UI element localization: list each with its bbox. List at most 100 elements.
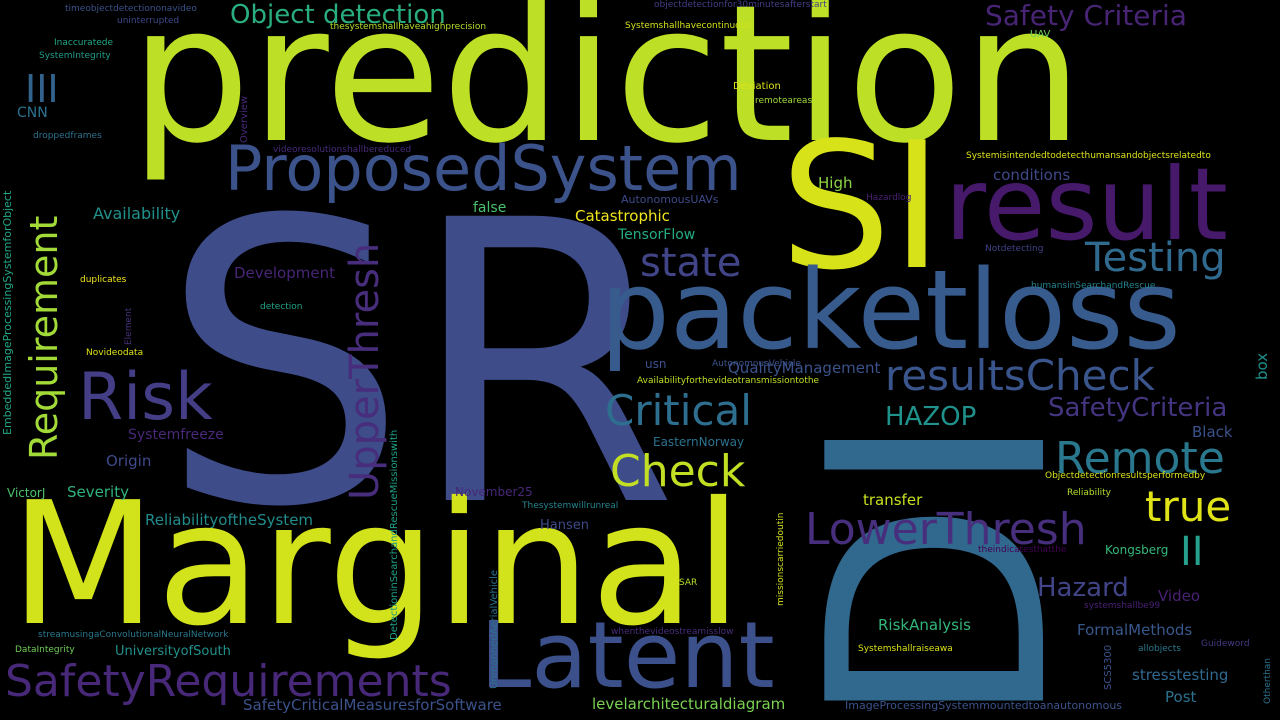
word-box: box xyxy=(1253,352,1271,380)
word-prediction: prediction xyxy=(130,0,1084,185)
word-cnn: CNN xyxy=(17,105,48,121)
word-universityofsouth: UniversityofSouth xyxy=(115,644,231,659)
word-easternnorway: EasternNorway xyxy=(653,435,745,449)
word-reliability: Reliability xyxy=(1067,488,1111,498)
word-detectioninsearchandrescuemissionswith: DetectioninSearchandRescueMissionswith xyxy=(389,429,400,640)
word-otherthan: Otherthan xyxy=(1263,657,1273,704)
word-formalmethods: FormalMethods xyxy=(1077,621,1193,639)
word-embeddedimageprocessingsystemforobject: EmbeddedImageProcessingSystemforObject xyxy=(1,190,14,435)
word-detection: detection xyxy=(260,302,303,312)
word-objectdetectionresultsperformedby: Objectdetectionresultsperformedby xyxy=(1045,471,1206,481)
word-thesystemwillrunreal: Thesystemwillrunreal xyxy=(522,501,619,511)
word-lowerthresh: LowerThresh xyxy=(805,504,1087,555)
word-catastrophic: Catastrophic xyxy=(575,207,670,225)
word-tensorflow: TensorFlow xyxy=(618,227,696,243)
word-novideodata: Novideodata xyxy=(86,348,144,358)
word-droppedframes: droppedframes xyxy=(33,131,102,141)
word-proposedsystem: ProposedSystem xyxy=(225,132,742,205)
word-black: Black xyxy=(1192,423,1233,441)
word-dataintegrity: DataIntegrity xyxy=(15,645,75,655)
word-thesystemshallhaveahighprecision: thesystemshallhaveahighprecision xyxy=(330,22,487,32)
word-uninterrupted: uninterrupted xyxy=(117,16,180,26)
word-critical: Critical xyxy=(605,386,752,435)
word-missionscarriedoutin: missionscarriedoutin xyxy=(776,512,786,606)
word-levelarchitecturaldiagram: levelarchitecturaldiagram xyxy=(592,695,786,713)
word-duplicates: duplicates xyxy=(80,275,127,285)
word-availabilityforthevideotransmissiontothe: Availabilityforthevideotransmissiontothe xyxy=(637,376,820,386)
word-hazard: Hazard xyxy=(1037,573,1129,603)
word-allobjects: allobjects xyxy=(1138,644,1181,654)
word-hazop: HAZOP xyxy=(885,402,977,432)
word-iii: III xyxy=(25,67,59,111)
word-scs5300: SCS5300 xyxy=(1103,644,1114,690)
word-check: Check xyxy=(610,446,746,497)
word-si: SI xyxy=(780,106,943,309)
word-objectdetectionfor30minutesafterstart: objectdetectionfor30minutesafterstart xyxy=(654,0,827,10)
word-object-detection: Object detection xyxy=(230,0,446,30)
word-sar: SAR xyxy=(679,578,698,588)
word-videoresolutionshallbereduced: videoresolutionshallbereduced xyxy=(273,145,412,155)
word-timeobjectdetectiononavideo: timeobjectdetectiononavideo xyxy=(65,4,197,14)
word-safetycriteria: SafetyCriteria xyxy=(1048,393,1228,423)
word-systemshallhavecontinuous: Systemshallhavecontinuous xyxy=(625,21,752,31)
word-result: result xyxy=(945,146,1228,263)
word-uav: UAV xyxy=(1030,29,1051,40)
word-imageprocessingsystemmountedtoanautonomous: ImageProcessingSystemmountedtoanautonomo… xyxy=(845,699,1123,712)
word-qualitymanagement: QualityManagement xyxy=(728,359,881,377)
word-systemfreeze: Systemfreeze xyxy=(128,427,224,443)
word-whenthevideostreamisslow: whenthevideostreamisslow xyxy=(611,627,734,637)
word-autonomousvehicle: AutonomousVehicle xyxy=(712,359,801,369)
word-november25: November25 xyxy=(455,485,533,499)
word-theindicatesthatthe: theindicatesthatthe xyxy=(978,545,1067,555)
word-true: true xyxy=(1145,482,1232,531)
word-sr: SR xyxy=(160,138,679,592)
word-inaccuratede: Inaccuratede xyxy=(54,38,114,48)
word-requirement: Requirement xyxy=(22,215,66,460)
word-riskanalysis: RiskAnalysis xyxy=(878,616,971,634)
word-streamusingaconvolutionalneuralnetwork: streamusingaConvolutionalNeuralNetwork xyxy=(38,630,229,640)
word-element: Element xyxy=(124,307,134,345)
word-victorj: VictorJ xyxy=(7,486,46,500)
word-video: Video xyxy=(1158,587,1201,605)
word-conditions: conditions xyxy=(993,166,1071,184)
word-risk: Risk xyxy=(78,360,213,435)
word-state: state xyxy=(640,240,742,286)
word-systemisintendedtodetecthumansandobjectsrelatedto: Systemisintendedtodetecthumansandobjects… xyxy=(966,151,1211,161)
word-systemshallbe99: systemshallbe99 xyxy=(1084,601,1161,611)
word-upperthresh: UpperThresh xyxy=(342,242,388,500)
word-systemintegrity: SystemIntegrity xyxy=(39,51,111,61)
word-unmannedaerialvehicle: UnmannedAerialVehicle xyxy=(489,569,500,689)
word-post: Post xyxy=(1165,688,1197,706)
word-development: Development xyxy=(234,264,335,282)
word-origin: Origin xyxy=(106,452,152,470)
word-systemshallraiseawa: Systemshallraiseawa xyxy=(858,644,953,654)
word-packetloss: packetloss xyxy=(600,246,1181,374)
word-hansen: Hansen xyxy=(540,518,589,533)
word-testing: Testing xyxy=(1085,235,1226,281)
word-reliabilityofthesystem: ReliabilityoftheSystem xyxy=(145,511,314,529)
word-deviation: Deviation xyxy=(733,81,781,92)
word-kongsberg: Kongsberg xyxy=(1105,543,1169,557)
word-guideword: Guideword xyxy=(1201,639,1250,649)
word-false: false xyxy=(473,200,507,216)
word-stresstesting: stresstesting xyxy=(1132,666,1229,684)
word-remoteareas: remoteareas xyxy=(755,96,813,106)
word-severity: Severity xyxy=(67,483,129,501)
word-availability: Availability xyxy=(93,204,181,223)
word-overview: Overview xyxy=(239,95,250,143)
word-autonomousuavs: AutonomousUAVs xyxy=(621,193,719,206)
word-ii: II xyxy=(1180,529,1204,575)
word-safetycriticalmeasuresforsoftware: SafetyCriticalMeasuresforSoftware xyxy=(243,696,502,714)
word-humansinsearchandrescue: humansinSearchandRescue xyxy=(1031,281,1156,291)
word-notdetecting: Notdetecting xyxy=(985,244,1044,254)
word-safety-criteria: Safety Criteria xyxy=(985,0,1187,32)
word-transfer: transfer xyxy=(863,491,923,509)
word-hazardlog: Hazardlog xyxy=(866,193,912,203)
word-latent: Latent xyxy=(480,602,775,709)
word-safetyrequirements: SafetyRequirements xyxy=(5,656,452,707)
word-usn: usn xyxy=(645,357,667,371)
word-marginal: Marginal xyxy=(10,466,743,664)
word-di: DI xyxy=(765,410,1114,720)
word-high: High xyxy=(818,174,853,192)
